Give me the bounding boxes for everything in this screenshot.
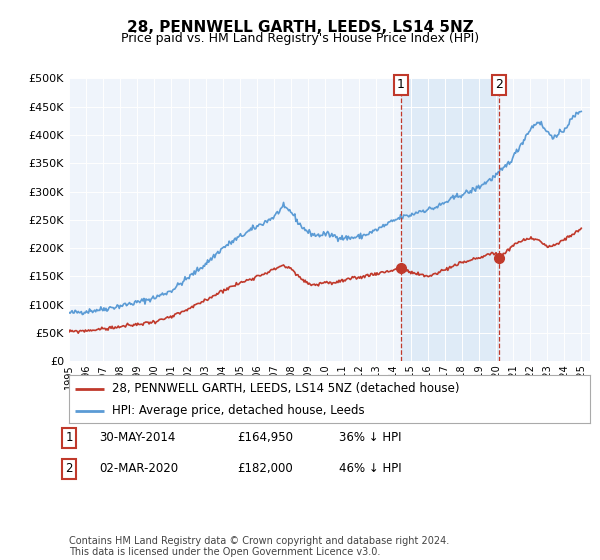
Text: 36% ↓ HPI: 36% ↓ HPI [339,431,401,445]
Text: 2: 2 [65,462,73,475]
Text: Contains HM Land Registry data © Crown copyright and database right 2024.
This d: Contains HM Land Registry data © Crown c… [69,535,449,557]
Text: 28, PENNWELL GARTH, LEEDS, LS14 5NZ: 28, PENNWELL GARTH, LEEDS, LS14 5NZ [127,20,473,35]
Text: 1: 1 [65,431,73,445]
Text: HPI: Average price, detached house, Leeds: HPI: Average price, detached house, Leed… [112,404,364,417]
Text: 30-MAY-2014: 30-MAY-2014 [99,431,175,445]
Text: 02-MAR-2020: 02-MAR-2020 [99,462,178,475]
Text: 2: 2 [495,78,503,91]
Text: Price paid vs. HM Land Registry's House Price Index (HPI): Price paid vs. HM Land Registry's House … [121,32,479,45]
Text: 46% ↓ HPI: 46% ↓ HPI [339,462,401,475]
Text: 28, PENNWELL GARTH, LEEDS, LS14 5NZ (detached house): 28, PENNWELL GARTH, LEEDS, LS14 5NZ (det… [112,382,459,395]
Text: £164,950: £164,950 [237,431,293,445]
Bar [401,78,499,361]
Text: £182,000: £182,000 [237,462,293,475]
Text: 1: 1 [397,78,404,91]
